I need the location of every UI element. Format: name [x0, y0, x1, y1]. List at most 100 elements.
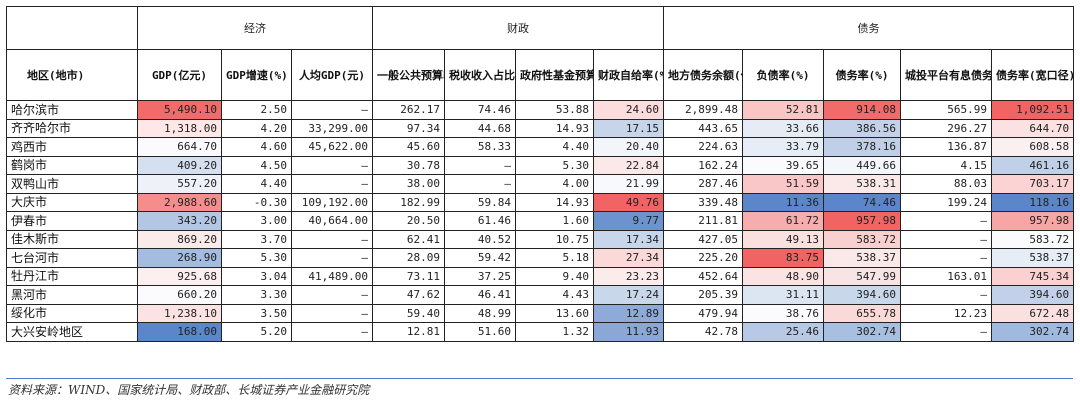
col-header-local-debt: 地方债务余额(亿元) — [663, 49, 744, 101]
table-row: 哈尔滨市 5,490.10 2.50—262.17 74.46 53.88 24.60 2,… — [6, 100, 1075, 120]
general-budget-cell: 12.81 — [372, 322, 446, 342]
debt-ratio-wide-cell: 672.48 — [991, 303, 1075, 323]
debt-ratio-cell: 302.74 — [823, 322, 902, 342]
fund-budget-cell: 14.93 — [515, 118, 595, 138]
group-header-fiscal: 财政 — [372, 6, 665, 50]
general-budget-cell: 47.62 — [372, 285, 446, 305]
debt-ratio-cell: 74.46 — [823, 192, 902, 212]
gdp-growth-cell: 3.70 — [221, 229, 292, 249]
table-row: 绥化市 1,238.10 3.50—59.40 48.99 13.60 12.89 479.… — [6, 303, 1075, 323]
gdp-cell: 1,318.00 — [137, 118, 222, 138]
self-sufficiency-cell: 23.23 — [593, 266, 665, 286]
debt-ratio-wide-cell: 583.72 — [991, 229, 1075, 249]
data-table: 经济 财政 债务 地区(地市) GDP(亿元) GDP增速(%) 人均GDP(元… — [6, 6, 1075, 342]
liability-ratio-cell: 52.81 — [742, 100, 825, 120]
col-header-debt-ratio: 债务率(%) — [823, 49, 902, 101]
debt-ratio-cell: 394.60 — [823, 285, 902, 305]
local-debt-cell: 211.81 — [663, 211, 744, 231]
local-debt-cell: 479.94 — [663, 303, 744, 323]
debt-ratio-cell: 378.16 — [823, 137, 902, 157]
gdp-growth-cell: 2.50 — [221, 100, 292, 120]
region-cell: 哈尔滨市 — [6, 100, 138, 120]
gdp-growth-cell: 3.00 — [221, 211, 292, 231]
gdp-per-capita-cell: — — [290, 248, 374, 268]
col-header-gdp: GDP(亿元) — [137, 49, 222, 101]
lgfv-debt-cell: 136.87 — [900, 137, 993, 157]
self-sufficiency-cell: 17.15 — [593, 118, 665, 138]
tax-share-cell: 37.25 — [444, 266, 517, 286]
liability-ratio-cell: 49.13 — [742, 229, 825, 249]
tax-share-cell: 44.68 — [444, 118, 517, 138]
liability-ratio-cell: 11.36 — [742, 192, 825, 212]
debt-ratio-cell: 655.78 — [823, 303, 902, 323]
lgfv-debt-cell: — — [900, 248, 993, 268]
debt-ratio-cell: 538.37 — [823, 248, 902, 268]
region-cell: 黑河市 — [6, 285, 138, 305]
debt-ratio-cell: 583.72 — [823, 229, 902, 249]
gdp-per-capita-cell: 45,622.00 — [290, 137, 374, 157]
general-budget-cell: 62.41 — [372, 229, 446, 249]
lgfv-debt-cell: 296.27 — [900, 118, 993, 138]
lgfv-debt-cell: 163.01 — [900, 266, 993, 286]
gdp-per-capita-cell: — — [290, 100, 374, 120]
liability-ratio-cell: 25.46 — [742, 322, 825, 342]
footer-divider — [6, 378, 1073, 379]
group-header-blank — [6, 6, 138, 50]
col-header-gdp-per-capita: 人均GDP(元) — [290, 49, 374, 101]
fund-budget-cell: 1.32 — [515, 322, 595, 342]
gdp-growth-cell: 3.30 — [221, 285, 292, 305]
lgfv-debt-cell: — — [900, 211, 993, 231]
gdp-cell: 5,490.10 — [137, 100, 222, 120]
table-row: 齐齐哈尔市 1,318.00 4.20 33,299.00 97.34 44.68 14.9… — [6, 118, 1075, 138]
region-cell: 鸡西市 — [6, 137, 138, 157]
gdp-per-capita-cell: 109,192.00 — [290, 192, 374, 212]
fund-budget-cell: 5.18 — [515, 248, 595, 268]
debt-ratio-wide-cell: 703.17 — [991, 174, 1075, 194]
region-cell: 佳木斯市 — [6, 229, 138, 249]
gdp-per-capita-cell: — — [290, 322, 374, 342]
debt-ratio-cell: 449.66 — [823, 155, 902, 175]
col-header-self-sufficiency: 财政自给率(%) — [593, 49, 665, 101]
tax-share-cell: 51.60 — [444, 322, 517, 342]
self-sufficiency-cell: 24.60 — [593, 100, 665, 120]
fund-budget-cell: 14.93 — [515, 192, 595, 212]
liability-ratio-cell: 83.75 — [742, 248, 825, 268]
debt-ratio-wide-cell: 1,092.51 — [991, 100, 1075, 120]
table-row: 鸡西市 664.70 4.60 45,622.00 45.60 58.33 4.40 20.4… — [6, 137, 1075, 157]
self-sufficiency-cell: 17.34 — [593, 229, 665, 249]
general-budget-cell: 20.50 — [372, 211, 446, 231]
local-debt-cell: 42.78 — [663, 322, 744, 342]
local-debt-cell: 225.20 — [663, 248, 744, 268]
tax-share-cell: 59.42 — [444, 248, 517, 268]
debt-ratio-wide-cell: 302.74 — [991, 322, 1075, 342]
gdp-per-capita-cell: — — [290, 174, 374, 194]
gdp-cell: 664.70 — [137, 137, 222, 157]
col-header-liability-ratio: 负债率(%) — [742, 49, 825, 101]
table-body: 哈尔滨市 5,490.10 2.50—262.17 74.46 53.88 24.60 2,… — [6, 100, 1075, 342]
col-header-debt-ratio-wide: 债务率(宽口径)(%) — [991, 49, 1075, 101]
gdp-per-capita-cell: 33,299.00 — [290, 118, 374, 138]
table-row: 七台河市 268.90 5.30—28.09 59.42 5.18 27.34 225.20… — [6, 248, 1075, 268]
lgfv-debt-cell: — — [900, 285, 993, 305]
table-row: 黑河市 660.20 3.30—47.62 46.41 4.43 17.24 205.39 3… — [6, 285, 1075, 305]
local-debt-cell: 224.63 — [663, 137, 744, 157]
debt-ratio-wide-cell: 644.70 — [991, 118, 1075, 138]
local-debt-cell: 162.24 — [663, 155, 744, 175]
fund-budget-cell: 53.88 — [515, 100, 595, 120]
liability-ratio-cell: 38.76 — [742, 303, 825, 323]
debt-ratio-wide-cell: 538.37 — [991, 248, 1075, 268]
gdp-per-capita-cell: — — [290, 155, 374, 175]
general-budget-cell: 97.34 — [372, 118, 446, 138]
gdp-cell: 1,238.10 — [137, 303, 222, 323]
fund-budget-cell: 4.43 — [515, 285, 595, 305]
gdp-per-capita-cell: 41,489.00 — [290, 266, 374, 286]
tax-share-cell: 48.99 — [444, 303, 517, 323]
debt-ratio-wide-cell: 957.98 — [991, 211, 1075, 231]
self-sufficiency-cell: 11.93 — [593, 322, 665, 342]
debt-ratio-wide-cell: 394.60 — [991, 285, 1075, 305]
general-budget-cell: 28.09 — [372, 248, 446, 268]
table-row: 牡丹江市 925.68 3.04 41,489.00 73.11 37.25 9.40 23.… — [6, 266, 1075, 286]
region-cell: 大庆市 — [6, 192, 138, 212]
general-budget-cell: 45.60 — [372, 137, 446, 157]
